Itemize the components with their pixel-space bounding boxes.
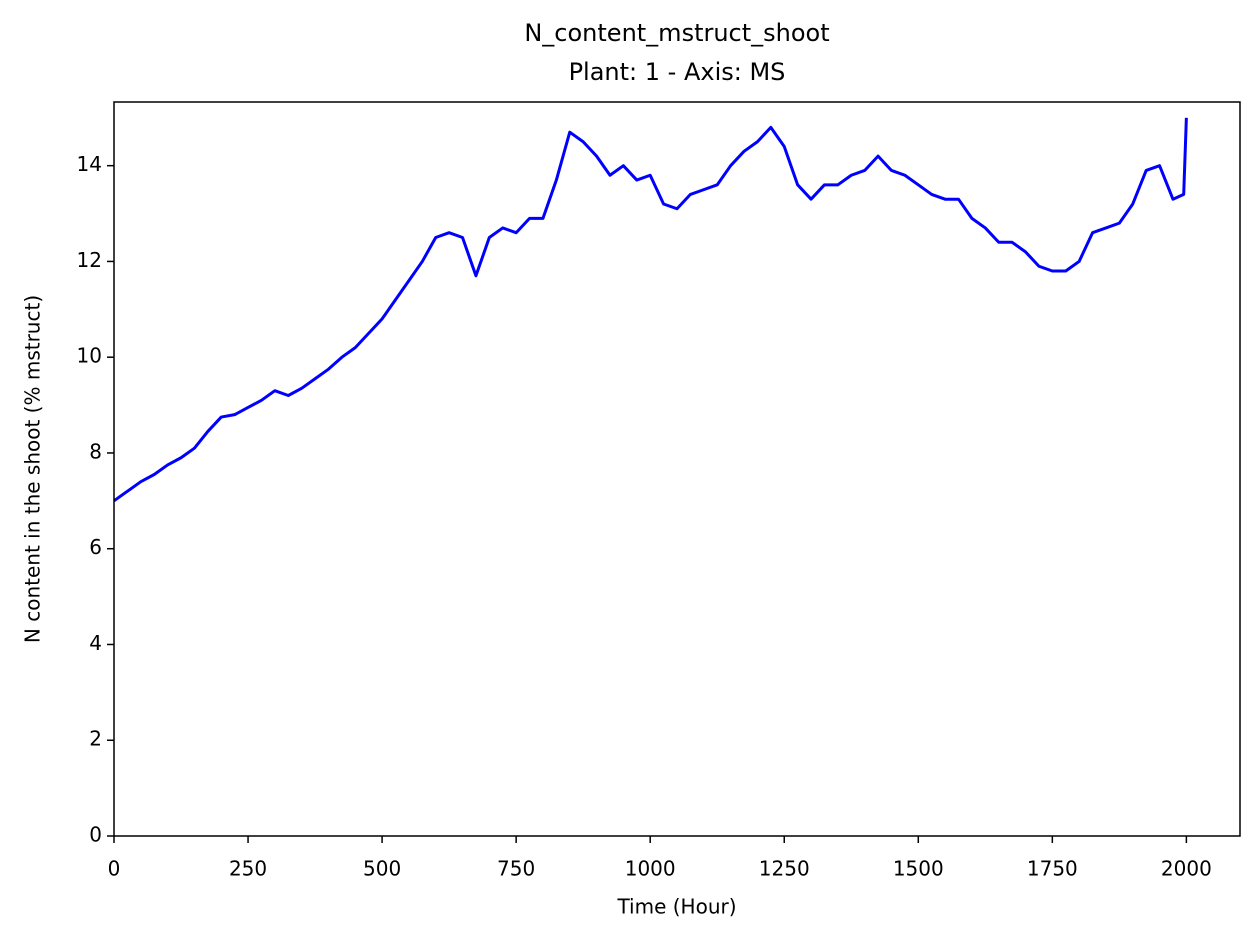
x-tick-label: 500 <box>363 857 401 881</box>
y-tick-label: 10 <box>77 344 102 368</box>
chart-subtitle: Plant: 1 - Axis: MS <box>569 58 786 86</box>
plot-frame <box>113 101 1241 837</box>
x-tick-label: 1250 <box>759 857 810 881</box>
chart-title: N_content_mstruct_shoot <box>524 19 829 47</box>
y-tick-label: 14 <box>77 152 102 176</box>
x-tick-label: 1000 <box>625 857 676 881</box>
data-line <box>113 117 1188 503</box>
x-axis-label: Time (Hour) <box>616 895 736 919</box>
y-tick-label: 4 <box>89 631 102 655</box>
x-tick-label: 1750 <box>1027 857 1078 881</box>
y-tick-label: 6 <box>89 535 102 559</box>
x-tick-label: 250 <box>229 857 267 881</box>
x-tick-label: 750 <box>497 857 535 881</box>
x-tick-label: 0 <box>108 857 121 881</box>
y-tick-label: 12 <box>77 248 102 272</box>
y-tick-label: 8 <box>89 439 102 463</box>
y-tick-label: 2 <box>89 727 102 751</box>
x-tick-label: 1500 <box>893 857 944 881</box>
y-axis-label: N content in the shoot (% mstruct) <box>21 295 45 643</box>
y-tick-label: 0 <box>89 823 102 847</box>
x-tick-label: 2000 <box>1161 857 1212 881</box>
